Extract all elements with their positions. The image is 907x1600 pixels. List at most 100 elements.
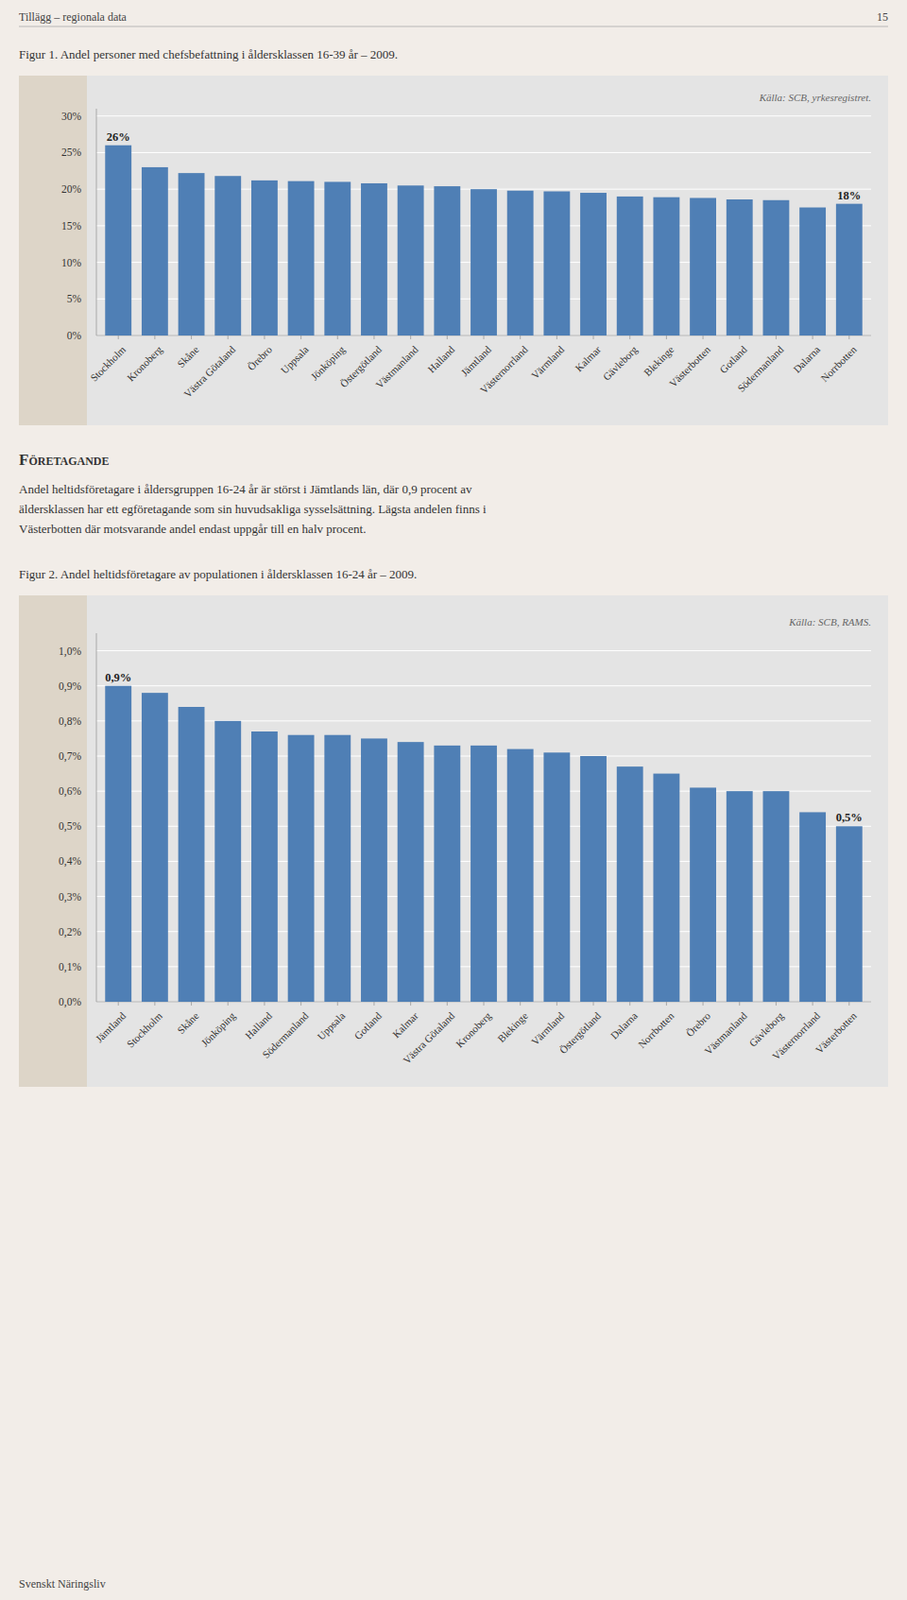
x-tick [337, 1001, 339, 1006]
x-tick-label: Västra Götaland [181, 342, 239, 400]
x-tick-label: Blekinge [495, 1009, 531, 1045]
x-tick-label: Västernorrland [478, 342, 531, 395]
y-tick-label: 0,4% [58, 855, 82, 868]
bar [397, 185, 425, 336]
bar [251, 731, 278, 1002]
source-note: Källa: SCB, yrkesregistret. [758, 91, 872, 103]
page: Tillägg – regionala data15Figur 1. Andel… [0, 0, 907, 1600]
bar [251, 180, 278, 336]
bar [763, 790, 790, 1002]
section-text: Västerbotten där motsvarande andel endas… [18, 521, 367, 536]
bar [616, 196, 644, 336]
x-tick-label: Kronoberg [453, 1009, 494, 1049]
x-tick [702, 335, 704, 340]
x-tick-label: Västmanland [373, 342, 421, 391]
x-tick [190, 1001, 192, 1006]
page-header: Tillägg – regionala data [18, 10, 128, 24]
bar [507, 190, 534, 336]
x-tick-label: Västernorrland [770, 1009, 822, 1062]
x-tick-label: Halland [425, 342, 457, 375]
x-tick [118, 335, 120, 340]
bar [763, 200, 790, 336]
bar [288, 735, 315, 1002]
x-tick-label: Kalmar [572, 342, 603, 374]
x-tick [337, 335, 339, 340]
chart-title: Figur 2. Andel heltidsföretagare av popu… [18, 566, 417, 582]
bar [507, 749, 534, 1002]
data-label: 18% [837, 188, 861, 203]
x-tick-label: Örebro [684, 1009, 714, 1039]
y-tick-label: 0,6% [58, 785, 82, 798]
x-tick [446, 1001, 448, 1006]
y-tick-label: 0,0% [58, 995, 82, 1009]
y-tick-label: 25% [61, 146, 83, 158]
x-tick [556, 335, 558, 340]
footer: Svenskt Näringsliv [18, 1576, 106, 1591]
section-title: Företagande [18, 450, 110, 469]
grid [96, 650, 872, 1002]
y-tick-label: 1,0% [58, 645, 82, 658]
bars [104, 145, 862, 336]
bar [836, 825, 863, 1002]
x-tick-label: Värmland [529, 342, 567, 381]
grid-line [96, 719, 872, 721]
x-tick [373, 335, 375, 340]
y-tick-label: 0,2% [58, 925, 82, 939]
bar [616, 766, 644, 1002]
x-tick-label: Uppsala [314, 1009, 347, 1043]
x-tick-label: Dalarna [790, 343, 822, 376]
chart: Figur 1. Andel personer med chefsbefattn… [18, 47, 889, 426]
x-tick-label: Västerbotten [813, 1009, 860, 1056]
bar [288, 181, 315, 336]
x-tick [775, 335, 777, 340]
x-tick [227, 335, 229, 340]
data-label: 26% [106, 130, 131, 144]
x-tick-label: Jämtland [93, 1009, 129, 1044]
x-tick-label: Gotland [717, 342, 750, 376]
y-tick-label: 10% [61, 256, 83, 269]
y-tick-label: 30% [61, 110, 83, 122]
x-tick [848, 1001, 850, 1006]
x-tick [154, 1001, 155, 1006]
bar [360, 183, 388, 336]
bar [178, 172, 206, 336]
x-tick [373, 1001, 375, 1006]
label-strip [18, 75, 87, 426]
x-tick-label: Västerbotten [667, 342, 714, 390]
grid-line [96, 650, 872, 651]
x-tick-label: Blekinge [641, 343, 677, 379]
x-tick [300, 335, 302, 340]
section-text: äldersklassen har ett egföretagande som … [18, 501, 487, 516]
chart-title: Figur 1. Andel personer med chefsbefattn… [18, 47, 398, 62]
y-axis-line [96, 108, 98, 336]
x-tick-label: Värmland [529, 1009, 567, 1047]
y-tick-label: 0,7% [58, 750, 82, 763]
x-tick-label: Gotland [351, 1009, 384, 1042]
bar [324, 735, 351, 1002]
x-tick [812, 335, 814, 340]
x-tick-label: Östergötland [557, 1009, 604, 1056]
bar [799, 811, 826, 1002]
x-tick-label: Jönköping [198, 1009, 238, 1048]
x-tick [738, 335, 740, 340]
x-tick [556, 1001, 558, 1006]
bar [652, 773, 680, 1002]
x-tick [154, 335, 155, 340]
bar [652, 197, 680, 336]
x-tick [593, 335, 595, 340]
grid [96, 116, 872, 336]
x-tick [410, 1001, 411, 1006]
y-tick-label: 0,9% [58, 680, 82, 693]
y-tick-label: 0% [67, 329, 83, 342]
x-tick [263, 335, 265, 340]
x-tick [666, 335, 668, 340]
bar [141, 692, 169, 1002]
bar [580, 192, 607, 336]
x-tick [702, 1001, 704, 1006]
bar [799, 207, 826, 336]
bar [470, 745, 497, 1002]
bar [689, 787, 717, 1002]
grid-line [96, 115, 872, 117]
bar [104, 685, 132, 1002]
x-tick-label: Kalmar [390, 1009, 421, 1040]
